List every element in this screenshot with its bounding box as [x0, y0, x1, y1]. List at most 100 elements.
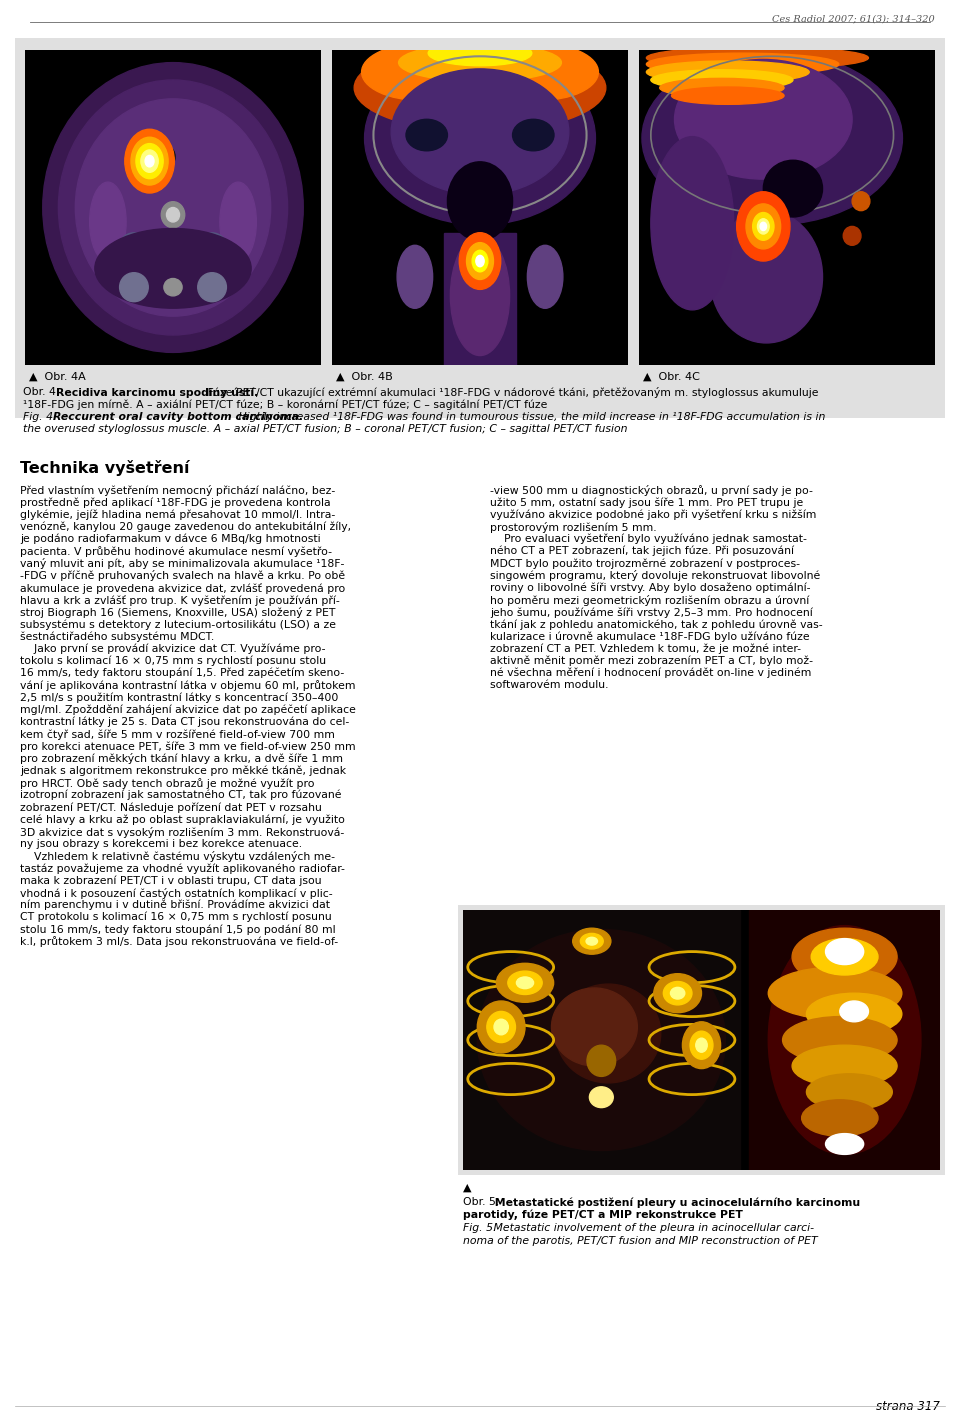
Text: pacienta. V průběhu hodinové akumulace nesmí vyšetřo-: pacienta. V průběhu hodinové akumulace n…	[20, 546, 332, 556]
Text: pro zobrazení měkkých tkání hlavy a krku, a dvě šíře 1 mm: pro zobrazení měkkých tkání hlavy a krku…	[20, 754, 343, 764]
Ellipse shape	[675, 59, 852, 179]
Text: jednak s algoritmem rekonstrukce pro měkké tkáně, jednak: jednak s algoritmem rekonstrukce pro měk…	[20, 765, 347, 777]
Bar	[15, 38, 945, 418]
Text: užito 5 mm, ostatní sady jsou šíře 1 mm. Pro PET trupu je: užito 5 mm, ostatní sady jsou šíře 1 mm.…	[490, 497, 804, 508]
Ellipse shape	[826, 939, 864, 964]
Ellipse shape	[397, 246, 433, 308]
Ellipse shape	[75, 99, 271, 316]
Ellipse shape	[89, 182, 126, 261]
Ellipse shape	[95, 229, 252, 308]
Text: ny jsou obrazy s korekcemi i bez korekce atenuace.: ny jsou obrazy s korekcemi i bez korekce…	[20, 839, 302, 849]
Ellipse shape	[663, 981, 692, 1005]
Text: tokolu s kolimací 16 × 0,75 mm s rychlostí posunu stolu: tokolu s kolimací 16 × 0,75 mm s rychlos…	[20, 655, 326, 666]
Text: ním parenchymu i v dutině břišní. Provádíme akvizici dat: ním parenchymu i v dutině břišní. Provád…	[20, 899, 330, 911]
Text: prostředně před aplikací ¹18F-FDG je provedena kontrola: prostředně před aplikací ¹18F-FDG je pro…	[20, 497, 330, 508]
Text: ho poměru mezi geometrickým rozlišením obrazu a úrovní: ho poměru mezi geometrickým rozlišením o…	[490, 594, 809, 606]
Ellipse shape	[125, 130, 175, 193]
Ellipse shape	[487, 1011, 516, 1042]
Text: parotidy, fúze PET/CT a MIP rekonstrukce PET: parotidy, fúze PET/CT a MIP rekonstrukce…	[463, 1210, 743, 1220]
Ellipse shape	[768, 967, 901, 1019]
Ellipse shape	[852, 192, 870, 210]
Ellipse shape	[459, 233, 501, 289]
Ellipse shape	[654, 974, 702, 1012]
Ellipse shape	[136, 144, 163, 179]
Ellipse shape	[198, 273, 227, 302]
Text: aktivně měnit poměr mezi zobrazením PET a CT, bylo mož-: aktivně měnit poměr mezi zobrazením PET …	[490, 655, 813, 666]
Text: stolu 16 mm/s, tedy faktoru stoupání 1,5 po podání 80 ml: stolu 16 mm/s, tedy faktoru stoupání 1,5…	[20, 925, 336, 935]
Text: vaný mluvit ani pít, aby se minimalizovala akumulace ¹18F-: vaný mluvit ani pít, aby se minimalizova…	[20, 558, 345, 569]
Text: kem čtyř sad, šíře 5 mm v rozšířené field-of-view 700 mm: kem čtyř sad, šíře 5 mm v rozšířené fiel…	[20, 729, 335, 740]
Text: strana 317: strana 317	[876, 1401, 940, 1412]
Text: k.l, průtokem 3 ml/s. Data jsou rekonstruována ve field-of-: k.l, průtokem 3 ml/s. Data jsou rekonstr…	[20, 936, 338, 947]
Ellipse shape	[763, 160, 823, 217]
Ellipse shape	[753, 213, 774, 240]
Text: Metastatické postižení pleury u acinocelulárního karcinomu: Metastatické postižení pleury u acinocel…	[491, 1197, 860, 1207]
Text: the overused styloglossus muscle. A – axial PET/CT fusion; B – coronal PET/CT fu: the overused styloglossus muscle. A – ax…	[23, 424, 628, 433]
Ellipse shape	[120, 273, 148, 302]
Ellipse shape	[166, 208, 180, 222]
Text: -view 500 mm u diagnostických obrazů, u první sady je po-: -view 500 mm u diagnostických obrazů, u …	[490, 484, 813, 496]
Text: vhodná i k posouzení častých ostatních komplikací v plic-: vhodná i k posouzení častých ostatních k…	[20, 888, 332, 898]
Text: akumulace je provedena akvizice dat, zvlášť provedená pro: akumulace je provedena akvizice dat, zvl…	[20, 583, 346, 593]
Text: pro HRCT. Obě sady tench obrazů je možné využít pro: pro HRCT. Obě sady tench obrazů je možné…	[20, 778, 315, 789]
Text: ▲  Obr. 4B: ▲ Obr. 4B	[336, 371, 393, 383]
Ellipse shape	[428, 41, 532, 66]
Text: Obr. 4.: Obr. 4.	[23, 387, 62, 397]
Bar	[463, 909, 940, 1171]
Ellipse shape	[826, 1134, 864, 1155]
Ellipse shape	[581, 933, 603, 949]
Text: vání je aplikována kontrastní látka v objemu 60 ml, průtokem: vání je aplikována kontrastní látka v ob…	[20, 681, 355, 690]
Ellipse shape	[672, 88, 784, 104]
Text: Technika vyšetření: Technika vyšetření	[20, 460, 189, 476]
Ellipse shape	[527, 246, 563, 308]
Ellipse shape	[513, 119, 554, 151]
Ellipse shape	[760, 222, 766, 230]
Text: Pro evaluaci vyšetření bylo využíváno jednak samostat-: Pro evaluaci vyšetření bylo využíváno je…	[490, 534, 806, 544]
Ellipse shape	[670, 987, 684, 1000]
Ellipse shape	[516, 977, 534, 988]
Text: glykémie, jejíž hladina nemá přesahovat 10 mmol/l. Intra-: glykémie, jejíž hladina nemá přesahovat …	[20, 510, 335, 520]
Ellipse shape	[690, 1031, 713, 1059]
Text: venózně, kanylou 20 gauge zavedenou do antekubitální žíly,: venózně, kanylou 20 gauge zavedenou do a…	[20, 521, 351, 532]
Bar	[463, 909, 739, 1171]
Bar	[444, 233, 516, 364]
Text: celé hlavy a krku až po oblast supraklaviakulární, je využito: celé hlavy a krku až po oblast supraklav…	[20, 815, 345, 825]
Ellipse shape	[651, 137, 733, 309]
Ellipse shape	[398, 44, 562, 82]
Ellipse shape	[131, 137, 168, 185]
Ellipse shape	[651, 69, 793, 90]
Ellipse shape	[161, 202, 184, 227]
Text: ▲: ▲	[463, 1183, 471, 1193]
Ellipse shape	[696, 1038, 708, 1052]
Text: singowém programu, který dovoluje rekonstruovat libovolné: singowém programu, který dovoluje rekons…	[490, 570, 820, 582]
Ellipse shape	[556, 984, 660, 1083]
Text: šestnáctiřadého subsystému MDCT.: šestnáctiřadého subsystému MDCT.	[20, 631, 214, 642]
Ellipse shape	[646, 61, 809, 83]
Text: noma of the parotis, PET/CT fusion and MIP reconstruction of PET: noma of the parotis, PET/CT fusion and M…	[463, 1236, 818, 1245]
Ellipse shape	[792, 1045, 897, 1087]
Ellipse shape	[365, 52, 595, 225]
Text: hlavu a krk a zvlášť pro trup. K vyšetřením je používán pří-: hlavu a krk a zvlášť pro trup. K vyšetře…	[20, 594, 340, 606]
Ellipse shape	[642, 52, 902, 225]
Ellipse shape	[220, 182, 256, 261]
Text: Jako první se provádí akvizice dat CT. Využíváme pro-: Jako první se provádí akvizice dat CT. V…	[20, 644, 325, 654]
Text: kontrastní látky je 25 s. Data CT jsou rekonstruována do cel-: kontrastní látky je 25 s. Data CT jsou r…	[20, 717, 349, 727]
Ellipse shape	[477, 1001, 525, 1053]
Text: ného CT a PET zobrazení, tak jejich fúze. Při posuzování: ného CT a PET zobrazení, tak jejich fúze…	[490, 546, 794, 556]
Text: izotropní zobrazení jak samostatného CT, tak pro fúzované: izotropní zobrazení jak samostatného CT,…	[20, 789, 342, 801]
Text: Před vlastním vyšetřením nemocný přichází naláčno, bez-: Před vlastním vyšetřením nemocný přicház…	[20, 484, 335, 496]
Ellipse shape	[806, 993, 901, 1035]
Ellipse shape	[589, 1087, 613, 1107]
Text: stroj Biograph 16 (Siemens, Knoxville, USA) složený z PET: stroj Biograph 16 (Siemens, Knoxville, U…	[20, 607, 335, 618]
Text: využíváno akvizice podobné jako při vyšetření krku s nižším: využíváno akvizice podobné jako při vyše…	[490, 510, 816, 520]
Text: 2,5 ml/s s použitím kontrastní látky s koncentrací 350–400: 2,5 ml/s s použitím kontrastní látky s k…	[20, 692, 338, 703]
Ellipse shape	[782, 1017, 897, 1063]
Ellipse shape	[683, 1022, 721, 1069]
Bar	[332, 49, 628, 364]
Ellipse shape	[802, 1100, 878, 1137]
Ellipse shape	[757, 219, 769, 234]
Ellipse shape	[362, 44, 480, 100]
Ellipse shape	[843, 226, 861, 246]
Ellipse shape	[736, 192, 790, 261]
Text: MDCT bylo použito trojrozměrné zobrazení v postproces-: MDCT bylo použito trojrozměrné zobrazení…	[490, 558, 800, 569]
